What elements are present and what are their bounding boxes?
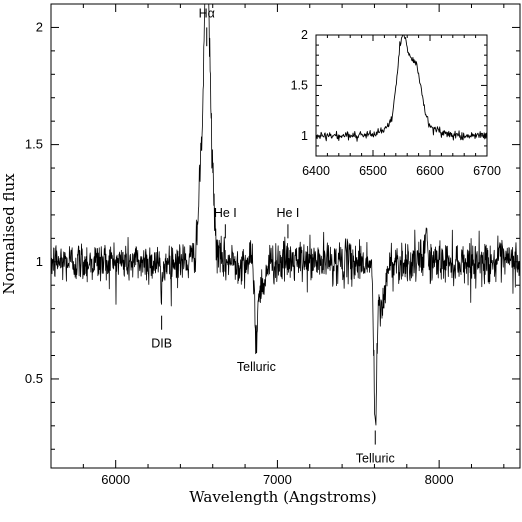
inset-x-tick-label: 6700 xyxy=(473,164,501,178)
y-tick-label: 1 xyxy=(36,254,43,269)
inset-spectrum-line xyxy=(315,34,488,142)
inset-y-tick-label: 1 xyxy=(301,129,308,143)
y-tick-label: 1.5 xyxy=(25,137,43,152)
inset-x-tick-label: 6600 xyxy=(416,164,444,178)
x-axis-title: Wavelength (Angstroms) xyxy=(189,488,376,506)
x-tick-label: 6000 xyxy=(101,472,130,487)
y-tick-label: 2 xyxy=(36,19,43,34)
inset-y-tick-label: 2 xyxy=(301,28,308,42)
y-tick-label: 0.5 xyxy=(25,371,43,386)
inset-x-tick-label: 6400 xyxy=(302,164,330,178)
inset-x-tick-label: 6500 xyxy=(359,164,387,178)
inset-plot: 6400 6500 6600 6700 1 1.5 2 xyxy=(291,28,501,178)
main-plot: 6000 7000 8000 0.5 1 1.5 2 Hα He I He I DIB Telluri… xyxy=(25,3,521,487)
annotation-label: He I xyxy=(214,206,237,220)
spectrum-line xyxy=(50,3,521,426)
y-axis-title: Normalised flux xyxy=(0,173,18,295)
x-tick-label: 8000 xyxy=(425,472,454,487)
x-tick-label: 7000 xyxy=(263,472,292,487)
annotation-label: Telluric xyxy=(356,451,395,465)
annotation-label: Hα xyxy=(199,7,215,21)
annotation-label: He I xyxy=(276,206,299,220)
annotation-label: Telluric xyxy=(237,360,276,374)
inset-y-tick-label: 1.5 xyxy=(291,78,308,92)
annotation-label: DIB xyxy=(151,336,172,350)
